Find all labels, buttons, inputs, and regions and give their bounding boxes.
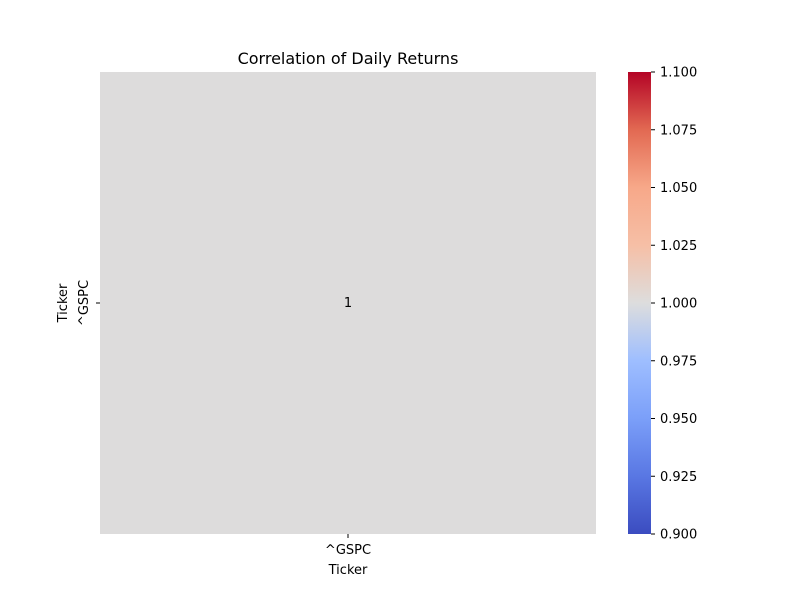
colorbar-ticks: 0.900 0.925 0.950 0.975 1.000 1.025 1.050 1.075… bbox=[651, 66, 697, 543]
colorbar-tick-label: 1.075 bbox=[660, 123, 697, 138]
heatmap-cell-label: 1 bbox=[344, 296, 352, 311]
colorbar-tick-label: 0.950 bbox=[660, 412, 697, 427]
chart-title: Correlation of Daily Returns bbox=[238, 49, 459, 68]
colorbar-tick-label: 1.000 bbox=[660, 297, 697, 312]
y-axis: ^GSPC Ticker bbox=[56, 280, 100, 326]
heatmap-grid: 1 bbox=[100, 72, 596, 534]
colorbar-tick-label: 1.050 bbox=[660, 181, 697, 196]
colorbar-tick-label: 0.975 bbox=[660, 354, 697, 369]
colorbar-tick-label: 1.100 bbox=[660, 66, 697, 81]
heatmap-cell-gspc-gspc bbox=[100, 72, 596, 534]
x-axis: ^GSPC Ticker bbox=[325, 534, 371, 578]
y-axis-tick-label: ^GSPC bbox=[77, 280, 92, 326]
x-axis-tick-label: ^GSPC bbox=[325, 543, 371, 558]
colorbar-scale bbox=[628, 72, 651, 534]
y-axis-label: Ticker bbox=[56, 283, 71, 323]
colorbar: 0.900 0.925 0.950 0.975 1.000 1.025 1.050 1.075… bbox=[628, 66, 697, 543]
colorbar-tick-label: 1.025 bbox=[660, 239, 697, 254]
colorbar-tick-label: 0.900 bbox=[660, 528, 697, 543]
x-axis-label: Ticker bbox=[328, 563, 368, 578]
colorbar-tick-label: 0.925 bbox=[660, 470, 697, 485]
